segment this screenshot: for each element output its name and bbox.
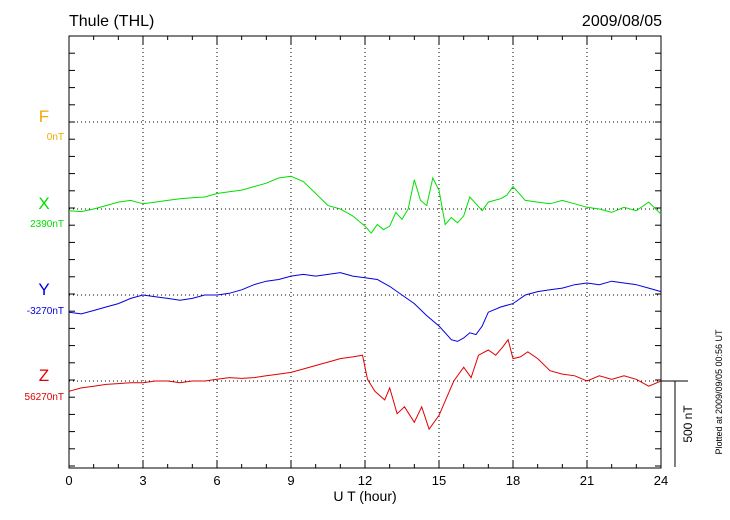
x-tick-label: 18 xyxy=(506,473,520,488)
series-group xyxy=(68,175,662,431)
chart-date: 2009/08/05 xyxy=(582,13,662,30)
series-name-f: F xyxy=(39,107,49,126)
series-baseline-f: 0nT xyxy=(47,132,64,143)
x-tick-labels: 0 3 6 9 12 15 18 21 24 xyxy=(65,473,668,488)
x-tick-label: 6 xyxy=(213,473,220,488)
axis-ticks xyxy=(68,35,662,468)
series-name-z: Z xyxy=(39,366,49,385)
x-tick-label: 12 xyxy=(358,473,372,488)
x-tick-label: 0 xyxy=(65,473,72,488)
x-tick-label: 24 xyxy=(654,473,668,488)
series-labels: F 0nT X 2390nT Y -3270nT Z 56270nT xyxy=(25,107,64,403)
series-baseline-z: 56270nT xyxy=(25,392,64,403)
series-baseline-y: -3270nT xyxy=(27,306,64,317)
series-line-x xyxy=(68,175,662,234)
series-baseline-x: 2390nT xyxy=(30,219,64,230)
plotted-note: Plotted at 2009/09/05 00:56 UT xyxy=(714,329,724,455)
x-tick-label: 9 xyxy=(287,473,294,488)
series-name-y: Y xyxy=(38,280,49,299)
series-line-z xyxy=(68,338,662,431)
chart-title: Thule (THL) xyxy=(69,13,154,30)
series-name-x: X xyxy=(38,194,49,213)
scale-bar: 500 nT xyxy=(661,380,695,467)
x-tick-label: 3 xyxy=(139,473,146,488)
x-tick-label: 21 xyxy=(580,473,594,488)
scale-bar-label: 500 nT xyxy=(681,405,695,443)
x-tick-label: 15 xyxy=(432,473,446,488)
series-line-y xyxy=(68,272,662,342)
x-axis-label: U T (hour) xyxy=(333,488,396,504)
grid-lines xyxy=(69,36,661,468)
